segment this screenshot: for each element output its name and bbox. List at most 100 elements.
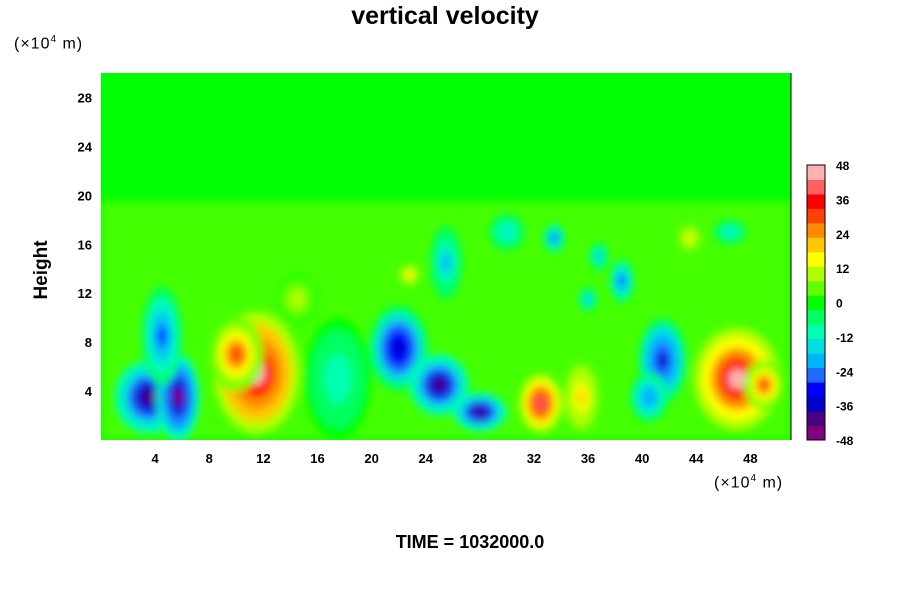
x-tick-label: 12	[256, 451, 270, 466]
y-axis-unit: (×104 m)	[14, 34, 83, 53]
y-tick-label: 8	[85, 335, 92, 350]
contour-feature	[303, 317, 372, 440]
contour-level	[596, 253, 601, 260]
colorbar-swatch	[807, 280, 825, 296]
colorbar-swatch	[807, 295, 825, 311]
contour-feature	[743, 360, 785, 410]
colorbar-swatch	[807, 324, 825, 340]
colorbar-swatch	[807, 222, 825, 238]
contour-level	[173, 388, 183, 406]
contour-feature	[676, 222, 704, 255]
colorbar-tick-label: -12	[836, 331, 854, 345]
contour-level	[433, 378, 446, 392]
contour-level	[577, 389, 586, 405]
contour-level	[474, 407, 486, 416]
chart-title: vertical velocity	[351, 2, 539, 30]
contour-level	[331, 366, 345, 392]
x-tick-label: 32	[527, 451, 541, 466]
contour-level	[657, 351, 668, 370]
colorbar-swatch	[807, 382, 825, 398]
plot-area	[101, 73, 791, 440]
contour-feature	[209, 317, 264, 392]
contour-feature	[452, 392, 507, 432]
colorbar-swatch	[807, 338, 825, 354]
contour-feature	[578, 287, 598, 312]
time-label: TIME = 1032000.0	[395, 532, 545, 552]
y-tick-label: 12	[78, 286, 92, 301]
colorbar-swatch	[807, 266, 825, 282]
contour-level	[759, 380, 768, 390]
contour-level	[157, 326, 166, 346]
y-tick-label: 16	[78, 237, 92, 252]
colorbar-tick-label: -24	[836, 365, 854, 379]
contour-level	[442, 255, 450, 270]
contour-level	[686, 234, 693, 242]
contour-feature	[276, 274, 318, 324]
contour-level	[645, 392, 653, 403]
colorbar-swatch	[807, 251, 825, 267]
contour-feature	[589, 241, 609, 272]
contour-feature	[429, 225, 463, 300]
colorbar-tick-label: -48	[836, 434, 854, 448]
x-axis-ticks: 4 8 12 16 20 24 28 32 36 40 44 48	[152, 451, 758, 466]
contour-feature	[562, 360, 601, 434]
colorbar-swatch	[807, 237, 825, 253]
x-axis-unit: (×104 m)	[714, 473, 783, 492]
colorbar-tick-label: 48	[836, 159, 850, 173]
x-unit-base: (×10	[714, 474, 751, 492]
colorbar: 48 36 24 12 0 -12 -24 -36 -48	[806, 159, 854, 448]
colorbar-swatch	[807, 367, 825, 383]
x-tick-label: 24	[418, 451, 433, 466]
contour-feature	[638, 317, 687, 404]
x-tick-label: 44	[689, 451, 704, 466]
contour-feature	[630, 372, 668, 422]
colorbar-swatch	[807, 425, 825, 441]
colorbar-swatch	[807, 179, 825, 195]
contour-level	[536, 397, 546, 410]
y-tick-label: 20	[78, 188, 92, 203]
x-unit-tail: m)	[757, 474, 784, 492]
y-unit-exponent: 4	[50, 34, 58, 45]
y-axis-ticks: 4 8 12 16 20 24 28	[78, 90, 93, 399]
contour-level	[726, 229, 734, 235]
colorbar-swatch	[807, 193, 825, 209]
colorbar-swatch	[807, 165, 825, 180]
y-tick-label: 24	[78, 139, 93, 154]
y-unit-tail: m)	[57, 35, 84, 53]
y-tick-label: 28	[78, 90, 92, 105]
contour-level	[586, 296, 590, 302]
colorbar-tick-label: -36	[836, 400, 854, 414]
colorbar-tick-label: 12	[836, 262, 850, 276]
contour-feature	[398, 263, 421, 286]
colorbar-swatch	[807, 309, 825, 325]
x-tick-label: 48	[743, 451, 757, 466]
contour-level	[293, 294, 302, 305]
contour-feature	[409, 354, 469, 416]
x-tick-label: 8	[206, 451, 213, 466]
x-unit-exponent: 4	[750, 473, 758, 484]
contour-feature	[543, 223, 566, 253]
colorbar-frame	[806, 164, 826, 441]
contour-level	[407, 272, 412, 278]
contour-level	[141, 389, 156, 405]
colorbar-tick-label: 36	[836, 193, 850, 207]
contour-feature	[519, 373, 563, 433]
y-tick-label: 4	[85, 384, 93, 399]
contour-feature	[489, 213, 525, 251]
contour-level	[392, 339, 405, 357]
contour-level	[619, 276, 625, 286]
contour-feature	[609, 258, 635, 303]
x-tick-label: 28	[473, 451, 487, 466]
contour-feature	[713, 219, 747, 245]
contour-features	[114, 213, 785, 440]
colorbar-tick-label: 24	[836, 228, 850, 242]
x-tick-label: 20	[364, 451, 378, 466]
contour-level	[552, 235, 557, 242]
x-tick-label: 16	[310, 451, 324, 466]
colorbar-swatch	[807, 353, 825, 369]
contour-level	[503, 228, 511, 236]
contour-feature	[141, 287, 183, 385]
y-unit-base: (×10	[14, 35, 51, 53]
x-tick-label: 36	[581, 451, 595, 466]
